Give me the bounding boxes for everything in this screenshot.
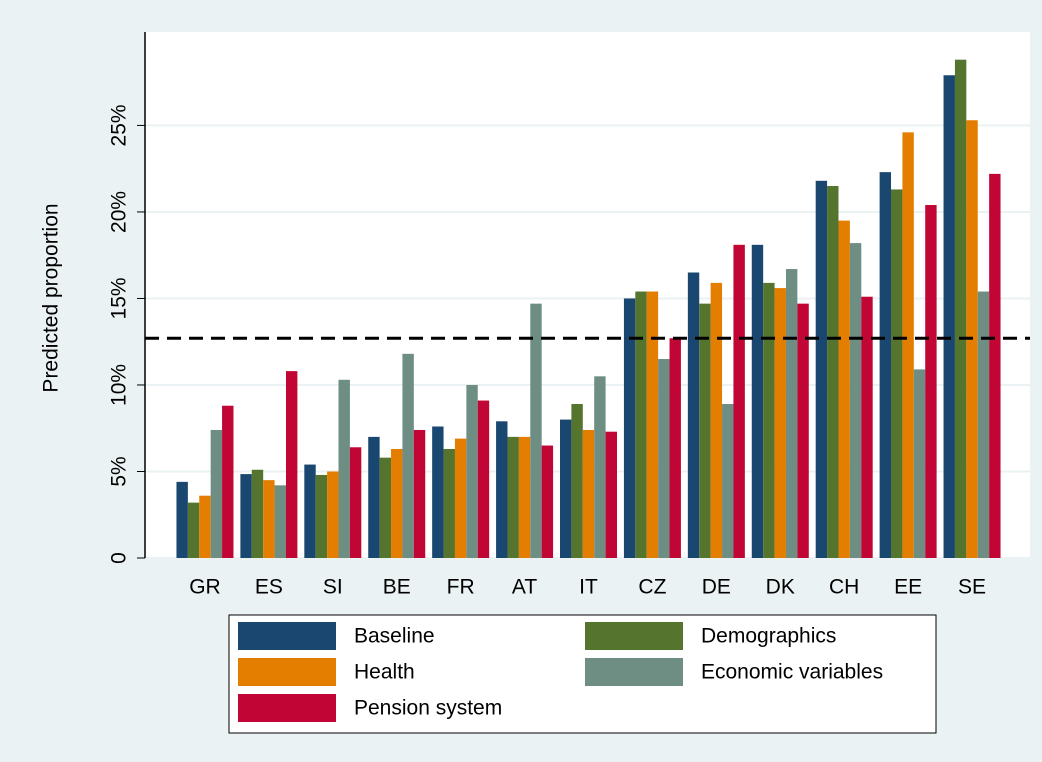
bar — [925, 205, 937, 559]
bar — [902, 132, 914, 558]
x-tick-label: CZ — [638, 576, 666, 599]
bar — [518, 436, 531, 558]
x-tick-label: FR — [447, 576, 475, 599]
bar — [240, 474, 252, 558]
y-tick-label: 25% — [108, 104, 131, 146]
bar — [977, 291, 990, 558]
legend-label: Pension system — [354, 697, 502, 720]
x-tick-label: DK — [766, 576, 795, 599]
bar — [774, 288, 786, 558]
y-tick-label: 10% — [108, 364, 131, 406]
bar — [466, 384, 478, 558]
bar — [496, 421, 508, 558]
x-tick-label: SI — [323, 576, 343, 599]
bar — [477, 400, 490, 558]
x-tick-label: CH — [829, 576, 859, 599]
bar — [304, 464, 316, 558]
bar — [199, 495, 211, 558]
y-axis-title: Predicted proportion — [40, 203, 63, 392]
bar — [751, 244, 764, 558]
bar — [274, 485, 286, 558]
bar — [849, 243, 862, 558]
bar — [733, 244, 745, 558]
bar — [635, 291, 647, 558]
bar — [913, 369, 926, 558]
legend-label: Health — [354, 661, 415, 684]
bar — [222, 405, 234, 558]
bar — [891, 189, 903, 558]
bar — [582, 429, 595, 558]
bar — [338, 379, 350, 558]
bar — [669, 338, 681, 558]
legend-swatch — [238, 694, 336, 722]
y-tick-label: 5% — [108, 456, 131, 486]
bar — [263, 480, 275, 558]
bar — [785, 269, 798, 558]
bar — [413, 429, 426, 558]
legend-swatch — [585, 658, 683, 686]
bar — [763, 282, 775, 558]
bar — [349, 447, 362, 558]
x-tick-label: GR — [189, 576, 221, 599]
bar — [251, 469, 264, 558]
x-tick-label: SE — [958, 576, 986, 599]
bar — [560, 419, 572, 558]
x-tick-label: DE — [702, 576, 731, 599]
bar — [530, 303, 542, 558]
y-tick-label: 15% — [108, 277, 131, 319]
y-tick-label: 20% — [108, 191, 131, 233]
bar — [210, 429, 223, 558]
bar — [989, 173, 1001, 558]
bar — [176, 481, 188, 558]
bar — [943, 75, 955, 558]
x-tick-label: AT — [512, 576, 537, 599]
bar — [623, 298, 636, 558]
bar — [541, 445, 554, 558]
bar — [402, 353, 414, 558]
bar — [815, 180, 828, 559]
bar — [838, 220, 850, 558]
bar — [454, 438, 467, 558]
bar — [646, 291, 659, 558]
bar — [285, 371, 298, 558]
bar — [861, 296, 873, 558]
bar — [722, 404, 734, 558]
x-tick-label: IT — [579, 576, 598, 599]
legend-label: Demographics — [701, 625, 836, 648]
bar — [710, 282, 723, 558]
bar — [594, 376, 606, 558]
legend-swatch — [238, 658, 336, 686]
bar — [571, 404, 583, 558]
legend-label: Baseline — [354, 625, 435, 648]
bar — [879, 172, 892, 559]
bar — [797, 303, 809, 558]
bar — [687, 272, 700, 558]
bar — [432, 426, 444, 558]
y-tick-label: 0 — [108, 552, 131, 564]
bar — [954, 59, 967, 559]
bar — [827, 185, 839, 559]
bar — [379, 457, 392, 558]
bar — [187, 502, 200, 558]
bar — [327, 471, 339, 558]
x-tick-label: BE — [383, 576, 411, 599]
legend-swatch — [238, 622, 336, 650]
bar — [315, 474, 328, 558]
x-tick-label: ES — [255, 576, 283, 599]
legend-label: Economic variables — [701, 661, 883, 684]
bar — [507, 436, 519, 558]
bar — [605, 431, 617, 558]
bar — [368, 436, 380, 558]
x-tick-label: EE — [894, 576, 922, 599]
bar — [699, 303, 711, 558]
bar — [443, 448, 455, 558]
legend — [228, 614, 937, 734]
bar — [391, 448, 403, 558]
bar — [658, 359, 670, 558]
legend-swatch — [585, 622, 683, 650]
